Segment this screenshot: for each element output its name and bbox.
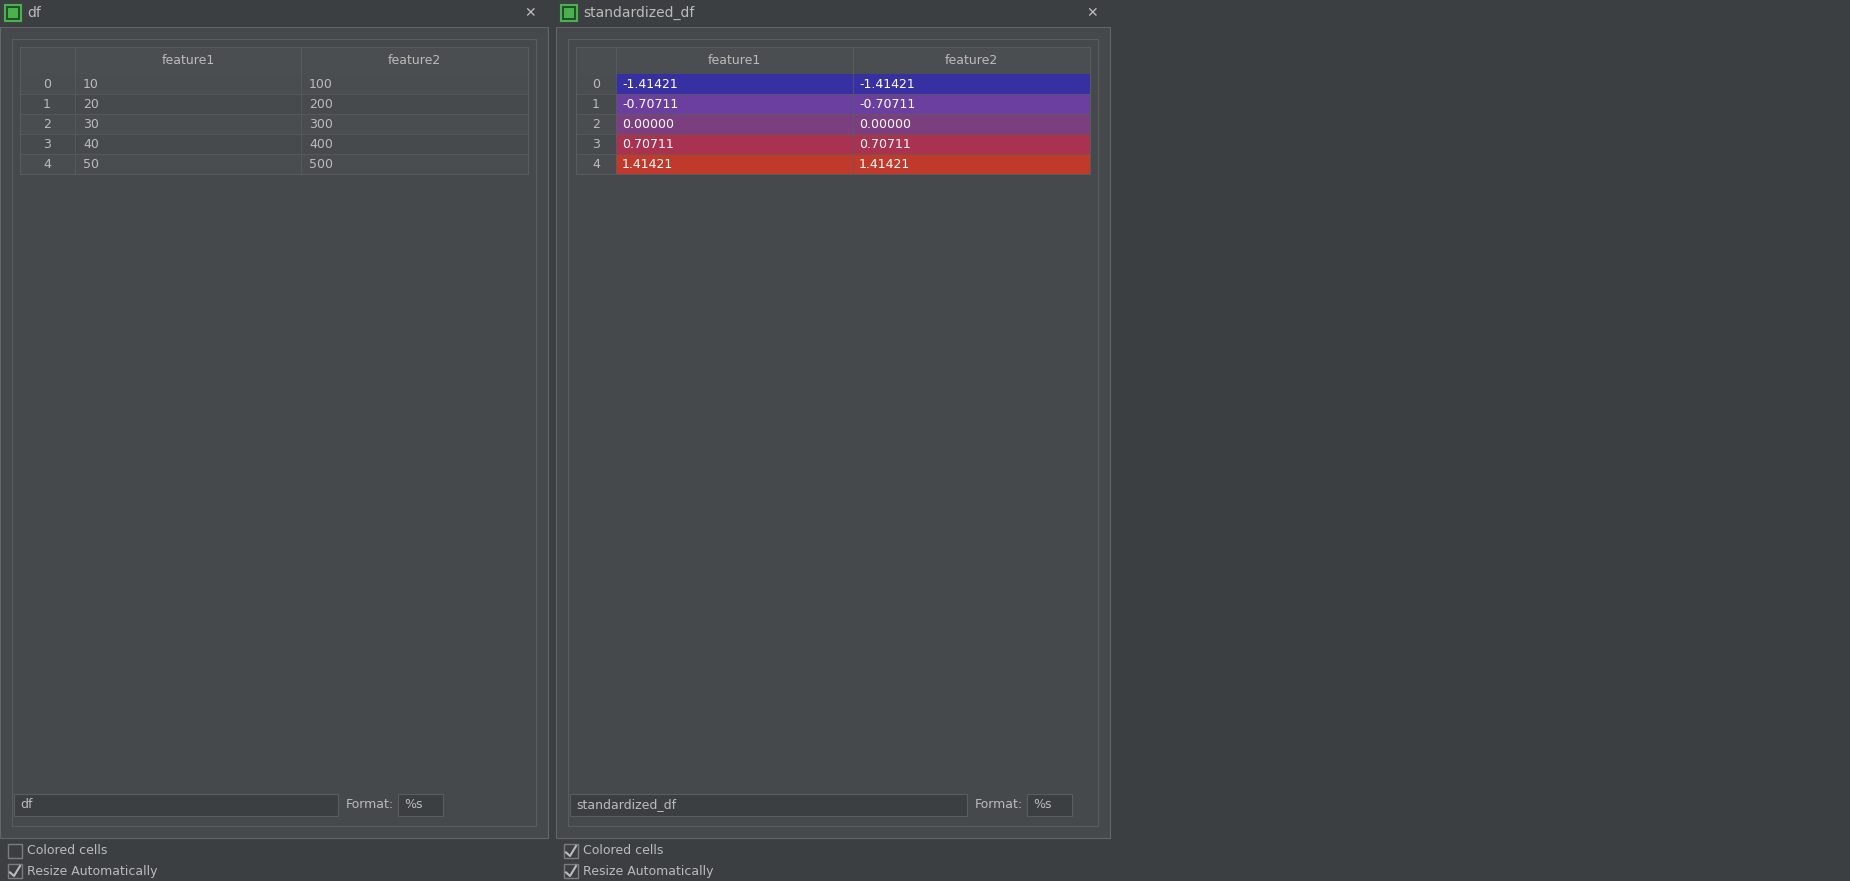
Text: 0.00000: 0.00000 [622, 117, 673, 130]
Bar [575, 94, 616, 114]
Text: 50: 50 [83, 158, 100, 171]
Text: -0.70711: -0.70711 [858, 98, 916, 110]
Text: 500: 500 [309, 158, 333, 171]
Text: 3: 3 [43, 137, 52, 151]
Text: 1.41421: 1.41421 [622, 158, 673, 171]
Text: 200: 200 [309, 98, 333, 110]
Text: 0.00000: 0.00000 [858, 117, 910, 130]
Bar [0, 0, 548, 27]
Bar [20, 114, 527, 134]
Text: 300: 300 [309, 117, 333, 130]
Text: 3: 3 [592, 137, 599, 151]
Text: %s: %s [403, 798, 422, 811]
Text: 4: 4 [592, 158, 599, 171]
Text: df: df [20, 798, 33, 811]
Bar [564, 864, 577, 878]
Text: -0.70711: -0.70711 [622, 98, 679, 110]
Bar [564, 844, 577, 858]
Bar [575, 47, 1090, 174]
Text: ✕: ✕ [524, 6, 536, 20]
Text: -1.41421: -1.41421 [858, 78, 914, 91]
Text: 1: 1 [43, 98, 52, 110]
Bar [564, 8, 574, 18]
Bar [616, 114, 853, 134]
Bar [853, 114, 1090, 134]
Text: 10: 10 [83, 78, 98, 91]
Text: 2: 2 [592, 117, 599, 130]
Bar [568, 39, 1099, 826]
Bar [1027, 794, 1071, 816]
Bar [853, 154, 1090, 174]
Bar [15, 794, 339, 816]
Bar [575, 74, 616, 94]
Text: 0.70711: 0.70711 [622, 137, 673, 151]
Bar [575, 114, 616, 134]
Text: Format:: Format: [346, 798, 394, 811]
Text: 400: 400 [309, 137, 333, 151]
Bar [398, 794, 442, 816]
Bar [11, 39, 536, 826]
Bar [616, 134, 853, 154]
Text: Colored cells: Colored cells [583, 845, 664, 857]
Text: -1.41421: -1.41421 [622, 78, 677, 91]
Text: feature1: feature1 [161, 54, 215, 66]
Text: 4: 4 [43, 158, 52, 171]
Text: 0: 0 [592, 78, 599, 91]
Bar [6, 5, 20, 21]
Text: Format:: Format: [975, 798, 1023, 811]
Bar [616, 94, 853, 114]
Bar [7, 864, 22, 878]
Bar [20, 47, 527, 74]
Text: Colored cells: Colored cells [28, 845, 107, 857]
Text: standardized_df: standardized_df [575, 798, 675, 811]
Text: feature2: feature2 [387, 54, 440, 66]
Text: 40: 40 [83, 137, 98, 151]
Bar [853, 94, 1090, 114]
Bar [20, 134, 527, 154]
Text: 1.41421: 1.41421 [858, 158, 910, 171]
Bar [853, 74, 1090, 94]
Text: ✕: ✕ [1086, 6, 1097, 20]
Bar [616, 74, 853, 94]
Text: standardized_df: standardized_df [583, 6, 694, 20]
Text: df: df [28, 6, 41, 20]
Text: 100: 100 [309, 78, 333, 91]
Text: 30: 30 [83, 117, 98, 130]
Bar [0, 27, 548, 838]
Text: feature2: feature2 [944, 54, 997, 66]
Bar [570, 794, 968, 816]
Bar [575, 154, 616, 174]
Bar [20, 94, 527, 114]
Bar [7, 844, 22, 858]
Text: 0: 0 [43, 78, 52, 91]
Text: 2: 2 [43, 117, 52, 130]
Bar [575, 47, 1090, 74]
Bar [7, 8, 18, 18]
Bar [20, 74, 527, 94]
Text: %s: %s [1032, 798, 1051, 811]
Bar [561, 5, 577, 21]
Bar [557, 27, 1110, 838]
Bar [616, 154, 853, 174]
Bar [20, 47, 527, 174]
Text: Resize Automatically: Resize Automatically [28, 864, 157, 877]
Bar [20, 154, 527, 174]
Text: 1: 1 [592, 98, 599, 110]
Bar [557, 0, 1110, 27]
Bar [575, 134, 616, 154]
Text: Resize Automatically: Resize Automatically [583, 864, 714, 877]
Text: feature1: feature1 [707, 54, 760, 66]
Text: 0.70711: 0.70711 [858, 137, 910, 151]
Bar [853, 134, 1090, 154]
Text: 20: 20 [83, 98, 98, 110]
